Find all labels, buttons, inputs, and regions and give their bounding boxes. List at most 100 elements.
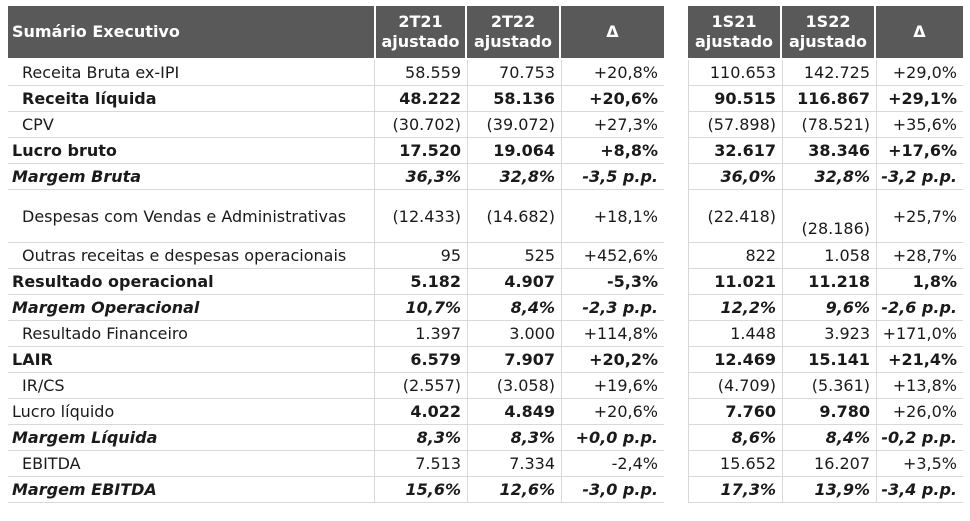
header-title: Sumário Executivo	[8, 6, 374, 58]
row-value: +452,6%	[561, 243, 664, 269]
row-value: 822	[688, 243, 782, 269]
row-value: 32,8%	[782, 164, 876, 190]
table-row: LAIR 6.579 7.907 +20,2% 12.469 15.141 +21,4%	[8, 347, 963, 373]
row-value: 9,6%	[782, 295, 876, 321]
row-value: +114,8%	[561, 321, 664, 347]
header-col-1s22: 1S22 ajustado	[782, 6, 874, 58]
row-value: 11.218	[782, 269, 876, 295]
column-gap	[664, 347, 688, 373]
row-value: 142.725	[782, 60, 876, 86]
row-value: +19,6%	[561, 373, 664, 399]
header-col-1s22-line2: ajustado	[788, 32, 868, 51]
row-value: (57.898)	[688, 112, 782, 138]
row-value: -3,5 p.p.	[561, 164, 664, 190]
row-value: 1.448	[688, 321, 782, 347]
header-col-delta-semester: Δ	[876, 6, 963, 58]
row-value: 19.064	[467, 138, 561, 164]
column-gap	[664, 399, 688, 425]
row-value: (39.072)	[467, 112, 561, 138]
row-label: EBITDA	[8, 451, 374, 477]
column-gap	[664, 112, 688, 138]
row-label: Margem Bruta	[8, 164, 374, 190]
table-row: Margem Bruta 36,3% 32,8% -3,5 p.p. 36,0% 32,8…	[8, 164, 963, 190]
column-gap	[664, 451, 688, 477]
row-value: +29,1%	[876, 86, 963, 112]
row-label: Despesas com Vendas e Administrativas	[8, 190, 374, 243]
row-value: 48.222	[374, 86, 467, 112]
row-value: 8,4%	[467, 295, 561, 321]
row-label: Margem EBITDA	[8, 477, 374, 503]
table-row: Despesas com Vendas e Administrativas (12…	[8, 190, 963, 243]
row-value: 32.617	[688, 138, 782, 164]
row-label: Outras receitas e despesas operacionais	[8, 243, 374, 269]
row-value: 10,7%	[374, 295, 467, 321]
row-value: +35,6%	[876, 112, 963, 138]
row-value: 8,6%	[688, 425, 782, 451]
row-value: +20,6%	[561, 399, 664, 425]
row-value: -2,4%	[561, 451, 664, 477]
row-value: 15.652	[688, 451, 782, 477]
row-value: 15,6%	[374, 477, 467, 503]
row-value: -3,4 p.p.	[876, 477, 963, 503]
row-value: +27,3%	[561, 112, 664, 138]
row-value: 3.000	[467, 321, 561, 347]
row-label: Resultado Financeiro	[8, 321, 374, 347]
row-value: 7.334	[467, 451, 561, 477]
column-gap	[664, 425, 688, 451]
row-value: 9.780	[782, 399, 876, 425]
column-gap	[664, 138, 688, 164]
row-value: +18,1%	[561, 190, 664, 243]
row-label: Receita líquida	[8, 86, 374, 112]
row-value: 4.022	[374, 399, 467, 425]
column-gap	[664, 60, 688, 86]
row-value: (28.186)	[782, 190, 876, 243]
row-value: 8,3%	[374, 425, 467, 451]
table-row: Lucro bruto 17.520 19.064 +8,8% 32.617 38.346…	[8, 138, 963, 164]
row-value: 90.515	[688, 86, 782, 112]
row-value: -3,2 p.p.	[876, 164, 963, 190]
row-value: +20,6%	[561, 86, 664, 112]
table-row: Resultado operacional 5.182 4.907 -5,3% 11.0…	[8, 269, 963, 295]
row-label: IR/CS	[8, 373, 374, 399]
row-value: +26,0%	[876, 399, 963, 425]
row-value: 1.058	[782, 243, 876, 269]
column-gap	[664, 164, 688, 190]
table-row: Receita líquida 48.222 58.136 +20,6% 90.515 1…	[8, 86, 963, 112]
column-gap	[664, 373, 688, 399]
header-col-1s22-line1: 1S22	[805, 12, 851, 31]
row-value: +3,5%	[876, 451, 963, 477]
row-label: CPV	[8, 112, 374, 138]
row-label: Receita Bruta ex-IPI	[8, 60, 374, 86]
row-value: 8,3%	[467, 425, 561, 451]
table-row: CPV (30.702) (39.072) +27,3% (57.898) (78.521…	[8, 112, 963, 138]
row-value: 1,8%	[876, 269, 963, 295]
row-value: 38.346	[782, 138, 876, 164]
row-value: 12,2%	[688, 295, 782, 321]
row-value: +20,8%	[561, 60, 664, 86]
row-value: 6.579	[374, 347, 467, 373]
table-row: Receita Bruta ex-IPI 58.559 70.753 +20,8% 11…	[8, 60, 963, 86]
row-label: Margem Operacional	[8, 295, 374, 321]
row-value: +29,0%	[876, 60, 963, 86]
row-value: +17,6%	[876, 138, 963, 164]
row-value: +20,2%	[561, 347, 664, 373]
row-value: +171,0%	[876, 321, 963, 347]
row-value: 4.907	[467, 269, 561, 295]
row-value: 7.760	[688, 399, 782, 425]
column-gap	[664, 86, 688, 112]
row-label: Resultado operacional	[8, 269, 374, 295]
row-value: 4.849	[467, 399, 561, 425]
row-value: 36,3%	[374, 164, 467, 190]
header-col-2t21-line1: 2T21	[398, 12, 443, 31]
table-row: Outras receitas e despesas operacionais 9…	[8, 243, 963, 269]
table-row: IR/CS (2.557) (3.058) +19,6% (4.709) (5.361) +…	[8, 373, 963, 399]
row-value: 7.907	[467, 347, 561, 373]
row-value: -5,3%	[561, 269, 664, 295]
row-value: 58.136	[467, 86, 561, 112]
row-value: 5.182	[374, 269, 467, 295]
row-value: 12,6%	[467, 477, 561, 503]
row-label: Margem Líquida	[8, 425, 374, 451]
table-row: Resultado Financeiro 1.397 3.000 +114,8% 1.4…	[8, 321, 963, 347]
column-gap	[664, 477, 688, 503]
header-col-2t22: 2T22 ajustado	[467, 6, 559, 58]
